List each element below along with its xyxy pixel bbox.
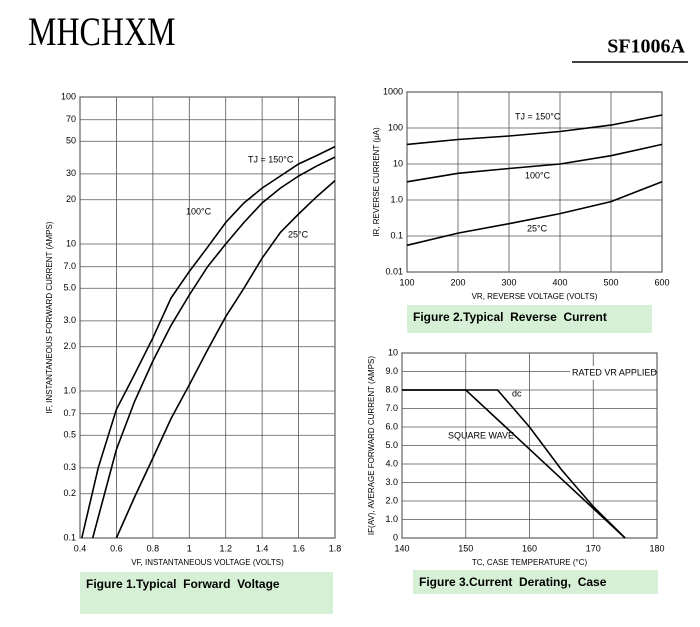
x-tick-label: 1 [187, 543, 192, 553]
y-tick-label: 30 [66, 168, 76, 178]
series-line [91, 156, 336, 539]
y-tick-label: 2.0 [385, 495, 398, 505]
y-tick-label: 100 [61, 91, 76, 101]
series-label: 100°C [525, 170, 551, 180]
x-tick-label: 150 [458, 543, 473, 553]
x-tick-label: 170 [586, 543, 601, 553]
y-tick-label: 50 [66, 136, 76, 146]
caption-box [407, 305, 652, 333]
caption: Figure 3.Current Derating, Case [419, 575, 607, 589]
caption-box [413, 570, 658, 594]
x-tick-label: 0.6 [110, 543, 123, 553]
caption: Figure 2.Typical Reverse Current [413, 310, 607, 324]
plot-area [79, 96, 336, 539]
annotation: RATED VR APPLIED [572, 367, 657, 377]
x-tick-label: 300 [501, 277, 516, 287]
part-number: SF1006A [607, 36, 685, 58]
y-tick-label: 1.0 [63, 385, 76, 395]
series-label: TJ = 150°C [515, 111, 561, 121]
caption-box [80, 572, 333, 614]
y-axis-title: IF(AV), AVERAGE FORWARD CURRENT (AMPS) [367, 356, 376, 535]
y-tick-label: 1000 [383, 86, 403, 96]
x-tick-label: 0.8 [147, 543, 160, 553]
y-tick-label: 0.5 [63, 430, 76, 440]
series-label: dc [512, 388, 522, 398]
y-tick-label: 7.0 [385, 403, 398, 413]
series-line [406, 114, 663, 146]
x-tick-label: 140 [394, 543, 409, 553]
y-axis-title: IR, REVERSE CURRENT (μA) [372, 127, 381, 237]
x-tick-label: 1.8 [329, 543, 342, 553]
y-tick-label: 1.0 [390, 194, 403, 204]
y-tick-label: 6.0 [385, 421, 398, 431]
y-tick-label: 0.01 [385, 266, 403, 276]
x-tick-label: 1.4 [256, 543, 269, 553]
x-tick-label: 200 [450, 277, 465, 287]
y-tick-label: 0.2 [63, 488, 76, 498]
y-tick-label: 10 [388, 347, 398, 357]
y-tick-label: 8.0 [385, 384, 398, 394]
series-line [115, 179, 336, 539]
y-tick-label: 1.0 [385, 514, 398, 524]
y-tick-label: 9.0 [385, 366, 398, 376]
x-tick-label: 400 [552, 277, 567, 287]
series-line [406, 143, 663, 183]
series-line [402, 389, 626, 539]
y-tick-label: 2.0 [63, 341, 76, 351]
y-tick-label: 100 [388, 122, 403, 132]
series-label: SQUARE WAVE [448, 430, 514, 440]
y-tick-label: 0.3 [63, 462, 76, 472]
series-label: TJ = 150°C [248, 154, 294, 164]
y-axis-title: IF, INSTANTANEOUS FORWARD CURRENT (AMPS) [45, 221, 54, 413]
y-tick-label: 20 [66, 194, 76, 204]
x-tick-label: 600 [654, 277, 669, 287]
x-tick-label: 500 [603, 277, 618, 287]
caption: Figure 1.Typical Forward Voltage [86, 577, 280, 591]
y-tick-label: 0 [393, 532, 398, 542]
y-tick-label: 0.1 [63, 532, 76, 542]
x-tick-label: 1.2 [219, 543, 232, 553]
annotation-bg [570, 366, 652, 380]
y-tick-label: 0.1 [390, 230, 403, 240]
y-tick-label: 3.0 [63, 315, 76, 325]
y-tick-label: 5.0 [63, 283, 76, 293]
y-tick-label: 10 [66, 238, 76, 248]
y-tick-label: 3.0 [385, 477, 398, 487]
x-axis-title: VR, REVERSE VOLTAGE (VOLTS) [472, 292, 598, 301]
y-tick-label: 0.7 [63, 408, 76, 418]
y-tick-label: 7.0 [63, 261, 76, 271]
x-axis-title: TC, CASE TEMPERATURE (°C) [472, 558, 588, 567]
x-tick-label: 160 [522, 543, 537, 553]
logo: MHCHXM [28, 10, 176, 54]
series-label: 25°C [527, 223, 548, 233]
x-tick-label: 100 [399, 277, 414, 287]
y-tick-label: 4.0 [385, 458, 398, 468]
x-tick-label: 180 [649, 543, 664, 553]
series-line [81, 145, 336, 539]
x-axis-title: VF, INSTANTANEOUS VOLTAGE (VOLTS) [131, 558, 284, 567]
x-tick-label: 0.4 [74, 543, 87, 553]
y-tick-label: 70 [66, 114, 76, 124]
series-label: 100°C [186, 206, 212, 216]
y-tick-label: 5.0 [385, 440, 398, 450]
x-tick-label: 1.6 [292, 543, 305, 553]
series-line [406, 181, 663, 247]
y-tick-label: 10 [393, 158, 403, 168]
series-line [402, 389, 626, 539]
series-label: 25°C [288, 229, 309, 239]
